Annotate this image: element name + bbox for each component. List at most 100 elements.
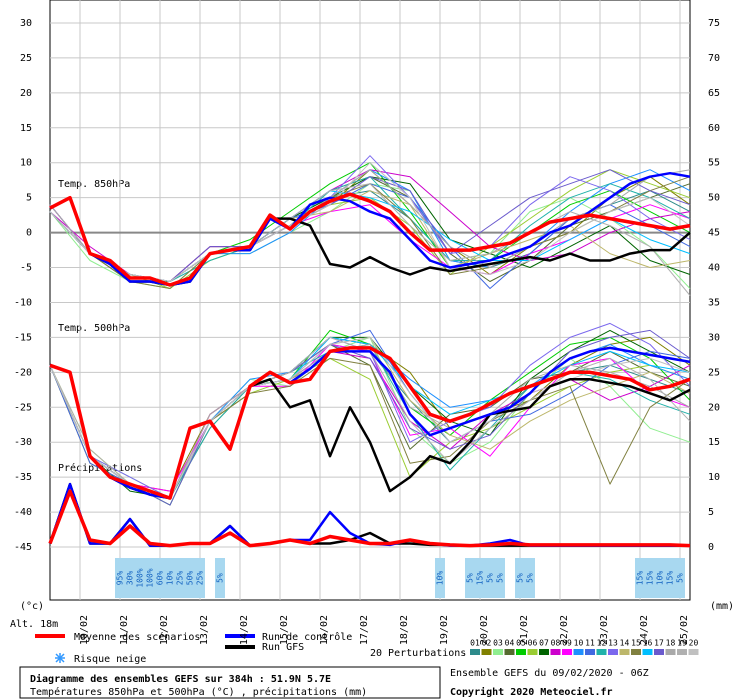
y-tick-label: -35 [14,472,32,483]
legend-label: 11 [585,639,595,648]
legend-swatch [677,649,687,655]
x-tick-label: 15/02 [279,615,290,645]
legend-label: 19 [677,639,687,648]
legend-label: 01 [470,639,480,648]
x-tick-label: 18/02 [399,615,410,645]
legend-swatch [493,649,503,655]
x-tick-label: 14/02 [239,615,250,645]
snow-risk [115,558,125,598]
y-tick-label: -10 [14,297,32,308]
legend-label: 20 [689,639,699,648]
snow-risk [475,558,485,598]
snow-risk [495,558,505,598]
x-tick-label: 22/02 [559,615,570,645]
chart-subtitle: Températures 850hPa et 500hPa (°C) , pré… [30,686,367,698]
legend-label: 12 [597,639,607,648]
x-tick-label: 20/02 [479,615,490,645]
y-tick-label: -15 [14,332,32,343]
series-line [49,192,691,287]
x-tick-label: 23/02 [599,615,610,645]
y-tick-label: -40 [14,507,32,518]
x-tick-label: 17/02 [359,615,370,645]
y-tick-label: 0 [26,228,32,239]
snow-risk [135,558,145,598]
legend-label: 18 [666,639,676,648]
y-tick-label: 10 [20,158,32,169]
snow-risk-label: 100% [146,568,155,587]
x-tick-label: 25/02 [679,615,690,645]
legend-label: Moyenne des scénarios [74,631,200,643]
snow-risk-label: 25% [176,571,185,586]
chart-title: Diagramme des ensembles GEFS sur 384h : … [30,673,331,685]
snow-risk-label: 60% [156,571,165,586]
legend-label: 08 [551,639,561,648]
legend-label: 15 [631,639,641,648]
y2-tick-label: 10 [708,472,720,483]
legend-swatch [481,649,492,655]
snow-risk [675,558,685,598]
legend-swatch [631,649,641,655]
legend-swatch [527,649,538,655]
perturbation-line [49,329,691,506]
legend-label: 16 [643,639,653,648]
y2-tick-label: 40 [708,263,720,274]
panel-label: Temp. 850hPa [58,179,130,190]
perturbation-label: 20 Perturbations [370,648,466,659]
altitude: Alt. 18m [10,619,58,630]
series-line [49,346,691,500]
copyright: Copyright 2020 Meteociel.fr [450,686,613,698]
x-tick-label: 12/02 [159,615,170,645]
x-tick-label: 16/02 [319,615,330,645]
lines [48,155,691,548]
legend-label: 04 [505,639,515,648]
x-tick-label: 21/02 [519,615,530,645]
snow-risk [655,558,665,598]
legend-swatch [539,649,549,655]
legend-swatch [504,649,515,655]
y2-tick-label: 60 [708,123,720,134]
legend-swatch [562,649,572,655]
snow-risk-label: 5% [526,573,535,583]
legend-label: 06 [528,639,538,648]
y-tick-label: -5 [20,263,32,274]
y2-tick-label: 15 [708,437,720,448]
snow-risk-label: 5% [516,573,525,583]
legend-swatch [654,649,664,655]
legend-label: 14 [620,639,630,648]
snow-risk-label: 50% [186,571,195,586]
snow-risk [145,558,155,598]
snow-risk [175,558,185,598]
legend-label: 03 [493,639,503,648]
snow-risk [525,558,535,598]
y2-tick-label: 45 [708,228,720,239]
legend-label: Run GFS [262,642,304,653]
snow-risk-label: 25% [196,571,205,586]
legend-swatch [642,649,653,655]
y-tick-label: -20 [14,367,32,378]
snow-risk-label: 15% [636,571,645,586]
legend-label: 13 [608,639,618,648]
legend-label: Risque neige [74,654,146,665]
snow-risk-label: 15% [646,571,655,586]
legend-swatch [596,649,607,655]
y-tick-label: -30 [14,437,32,448]
snow-risk [195,558,205,598]
snow-risk [665,558,675,598]
snow-risk-label: 100% [136,568,145,587]
snow-risk-label: 10% [436,571,445,586]
snow-icon [55,653,65,663]
legend-swatch [550,649,561,655]
legend-swatch [470,649,480,655]
y-tick-label: 30 [20,18,32,29]
snow-risk-label: 30% [126,571,135,586]
legend-label: 09 [562,639,572,648]
x-tick-label: 19/02 [439,615,450,645]
legend-swatch [516,649,526,655]
snow-risk [645,558,655,598]
series-line [49,346,691,500]
snow-risk-label: 5% [496,573,505,583]
y-tick-label: 25 [20,53,32,64]
x-tick-label: 11/02 [119,615,130,645]
